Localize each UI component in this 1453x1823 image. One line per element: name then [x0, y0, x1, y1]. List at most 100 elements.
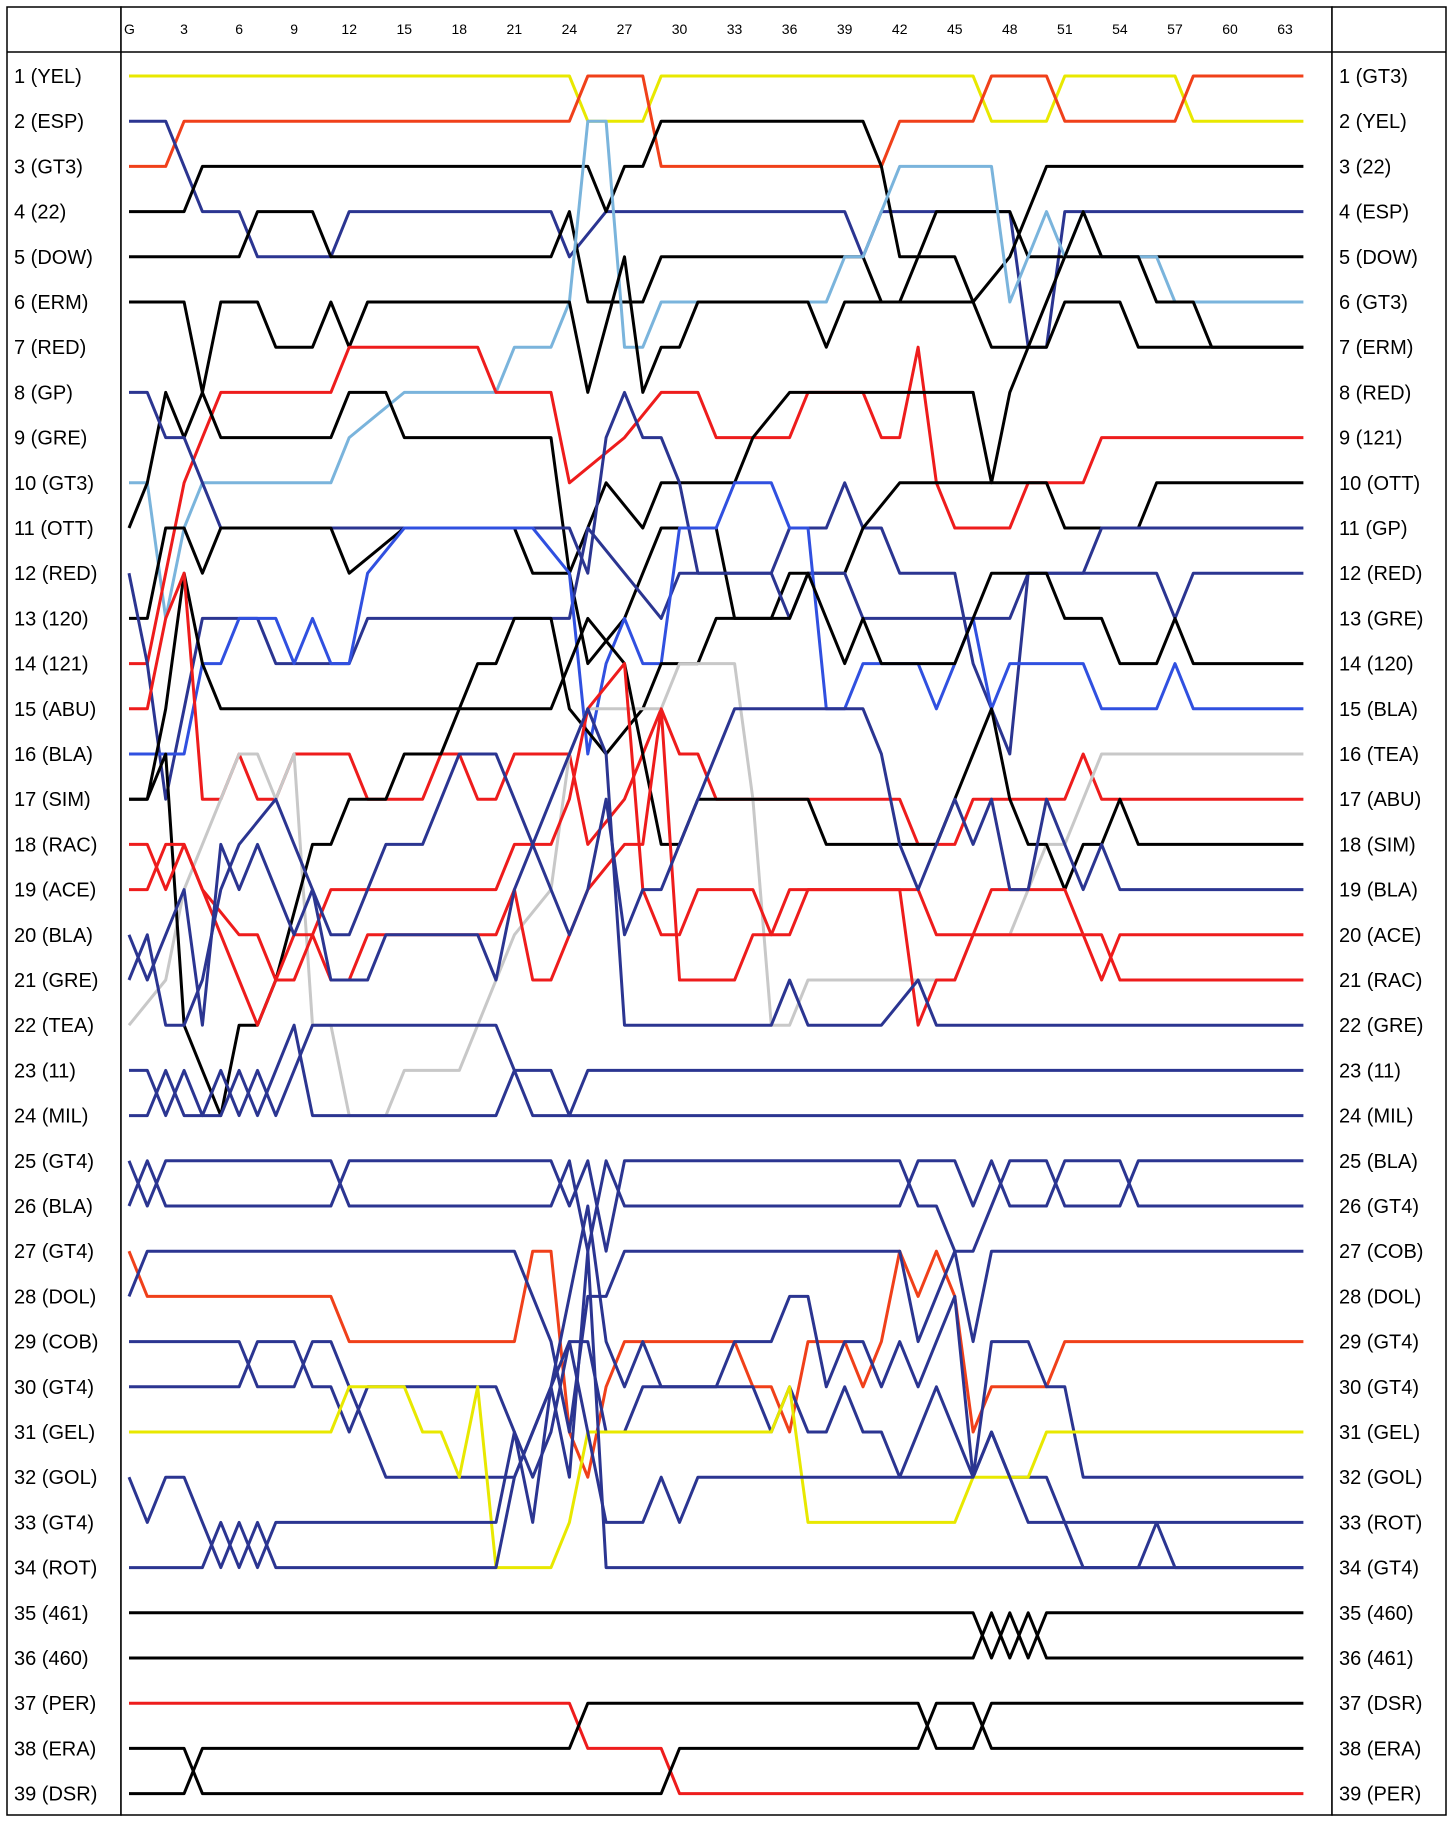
- start-position-label: 9 (GRE): [14, 428, 87, 450]
- position-line: [129, 1204, 1304, 1479]
- start-position-label: 27 (GT4): [14, 1241, 94, 1263]
- start-position-label: 33 (GT4): [14, 1512, 94, 1534]
- start-position-label: 25 (GT4): [14, 1151, 94, 1173]
- end-position-label: 2 (YEL): [1339, 111, 1407, 133]
- position-lines: [127, 74, 1304, 1796]
- x-tick-label: 63: [1277, 21, 1293, 37]
- start-position-label: 5 (DOW): [14, 247, 93, 269]
- position-line: [129, 1701, 1304, 1796]
- x-tick-label: 42: [892, 21, 908, 37]
- end-position-label: 9 (121): [1339, 428, 1402, 450]
- position-line: [129, 1611, 1304, 1660]
- end-position-label: 31 (GEL): [1339, 1422, 1420, 1444]
- end-position-label: 19 (BLA): [1339, 880, 1418, 902]
- end-position-label: 6 (GT3): [1339, 292, 1408, 314]
- x-tick-label: 51: [1057, 21, 1073, 37]
- start-position-labels: 1 (YEL) 2 (ESP) 3 (GT3) 4 (22) 5 (DOW) 6 (ERM…: [14, 66, 98, 1806]
- start-position-label: 20 (BLA): [14, 925, 93, 947]
- start-position-label: 21 (GRE): [14, 970, 98, 992]
- end-position-label: 25 (BLA): [1339, 1151, 1418, 1173]
- end-position-label: 17 (ABU): [1339, 789, 1421, 811]
- x-tick-label: 24: [562, 21, 578, 37]
- start-position-label: 8 (GP): [14, 382, 73, 404]
- start-position-label: 1 (YEL): [14, 66, 82, 88]
- end-position-label: 1 (GT3): [1339, 66, 1408, 88]
- position-line: [129, 1611, 1304, 1660]
- end-position-label: 15 (BLA): [1339, 699, 1418, 721]
- start-position-label: 38 (ERA): [14, 1738, 96, 1760]
- x-tick-label: 57: [1167, 21, 1183, 37]
- x-tick-label: 36: [782, 21, 798, 37]
- end-position-label: 35 (460): [1339, 1603, 1414, 1625]
- position-line: [127, 1340, 1304, 1570]
- end-position-label: 29 (GT4): [1339, 1332, 1419, 1354]
- position-line: [129, 662, 1304, 1027]
- position-line: [129, 571, 1304, 801]
- start-position-label: 3 (GT3): [14, 156, 83, 178]
- x-tick-label: 30: [672, 21, 688, 37]
- x-tick-label: 48: [1002, 21, 1018, 37]
- position-line: [129, 481, 1304, 756]
- x-tick-label: G: [124, 21, 135, 37]
- start-position-label: 24 (MIL): [14, 1106, 88, 1128]
- position-line: [129, 119, 1304, 304]
- end-position-label: 32 (GOL): [1339, 1467, 1422, 1489]
- start-position-label: 10 (GT3): [14, 473, 94, 495]
- x-tick-label: 12: [341, 21, 357, 37]
- end-position-label: 3 (22): [1339, 156, 1391, 178]
- start-position-label: 18 (RAC): [14, 834, 97, 856]
- end-position-label: 23 (11): [1339, 1060, 1401, 1082]
- start-position-label: 14 (121): [14, 654, 89, 676]
- x-tick-label: 45: [947, 21, 963, 37]
- start-position-label: 16 (BLA): [14, 744, 93, 766]
- end-position-label: 26 (GT4): [1339, 1196, 1419, 1218]
- position-line: [127, 707, 1304, 1027]
- start-position-label: 15 (ABU): [14, 699, 96, 721]
- start-position-label: 39 (DSR): [14, 1784, 97, 1806]
- x-axis-ticks: G 3 6 9 12 15 18 21 24 27 30 33 36 39 42 45 48 51 54 57 60 63: [124, 21, 1293, 37]
- end-position-label: 34 (GT4): [1339, 1558, 1419, 1580]
- start-position-label: 32 (GOL): [14, 1467, 97, 1489]
- start-position-label: 26 (BLA): [14, 1196, 93, 1218]
- end-position-label: 13 (GRE): [1339, 608, 1423, 630]
- start-position-label: 31 (GEL): [14, 1422, 95, 1444]
- start-position-label: 34 (ROT): [14, 1558, 97, 1580]
- end-position-label: 14 (120): [1339, 654, 1414, 676]
- x-tick-label: 3: [180, 21, 188, 37]
- end-position-label: 4 (ESP): [1339, 202, 1409, 224]
- start-position-label: 13 (120): [14, 608, 89, 630]
- end-position-label: 30 (GT4): [1339, 1377, 1419, 1399]
- x-tick-label: 9: [290, 21, 298, 37]
- x-tick-label: 27: [617, 21, 633, 37]
- right-label-column: [1331, 6, 1447, 1816]
- position-line: [127, 390, 1304, 575]
- end-position-label: 33 (ROT): [1339, 1512, 1422, 1534]
- end-position-label: 18 (SIM): [1339, 834, 1416, 856]
- start-position-label: 6 (ERM): [14, 292, 88, 314]
- end-position-label: 28 (DOL): [1339, 1286, 1421, 1308]
- end-position-label: 22 (GRE): [1339, 1015, 1423, 1037]
- start-position-label: 19 (ACE): [14, 880, 96, 902]
- x-tick-label: 60: [1222, 21, 1238, 37]
- start-position-label: 36 (460): [14, 1648, 89, 1670]
- position-line: [129, 1249, 1304, 1570]
- start-position-label: 35 (461): [14, 1603, 89, 1625]
- position-line: [129, 1023, 1304, 1118]
- end-position-label: 12 (RED): [1339, 563, 1422, 585]
- end-position-label: 27 (COB): [1339, 1241, 1423, 1263]
- x-tick-label: 54: [1112, 21, 1128, 37]
- start-position-label: 23 (11): [14, 1060, 76, 1082]
- position-line: [129, 119, 1304, 620]
- start-position-label: 17 (SIM): [14, 789, 91, 811]
- start-position-label: 12 (RED): [14, 563, 97, 585]
- start-position-label: 37 (PER): [14, 1693, 96, 1715]
- position-line: [129, 210, 1304, 304]
- position-line: [127, 707, 1304, 1027]
- x-tick-label: 15: [396, 21, 412, 37]
- x-tick-label: 21: [507, 21, 523, 37]
- position-line: [129, 1701, 1304, 1796]
- position-line: [129, 1023, 1304, 1118]
- end-position-labels: 1 (GT3) 2 (YEL) 3 (22) 4 (ESP) 5 (DOW) 6 (GT3…: [1339, 66, 1423, 1806]
- start-position-label: 28 (DOL): [14, 1286, 96, 1308]
